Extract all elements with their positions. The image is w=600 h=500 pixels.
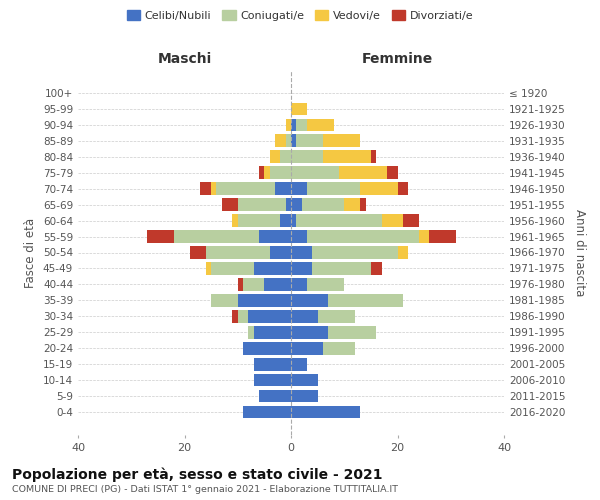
Bar	[291, 406, 360, 418]
Bar	[254, 262, 291, 274]
Bar	[323, 342, 355, 354]
Bar	[275, 182, 291, 195]
Bar	[211, 182, 217, 195]
Text: COMUNE DI PRECI (PG) - Dati ISTAT 1° gennaio 2021 - Elaborazione TUTTITALIA.IT: COMUNE DI PRECI (PG) - Dati ISTAT 1° gen…	[12, 485, 398, 494]
Bar	[222, 198, 238, 211]
Bar	[313, 246, 398, 258]
Bar	[307, 182, 360, 195]
Bar	[291, 198, 302, 211]
Bar	[291, 326, 328, 338]
Bar	[382, 214, 403, 227]
Bar	[360, 198, 365, 211]
Bar	[323, 150, 371, 163]
Bar	[419, 230, 430, 243]
Text: Maschi: Maschi	[157, 52, 212, 66]
Bar	[238, 294, 291, 306]
Bar	[302, 198, 344, 211]
Bar	[248, 326, 254, 338]
Bar	[291, 214, 296, 227]
Bar	[275, 134, 286, 147]
Bar	[371, 150, 376, 163]
Bar	[344, 198, 360, 211]
Bar	[291, 358, 307, 370]
Bar	[291, 390, 317, 402]
Bar	[387, 166, 398, 179]
Bar	[291, 166, 339, 179]
Bar	[291, 182, 307, 195]
Bar	[286, 198, 291, 211]
Bar	[238, 310, 248, 322]
Bar	[307, 118, 334, 131]
Bar	[398, 182, 408, 195]
Bar	[206, 246, 270, 258]
Bar	[430, 230, 456, 243]
Bar	[217, 182, 275, 195]
Bar	[232, 214, 238, 227]
Bar	[265, 278, 291, 290]
Bar	[323, 134, 360, 147]
Bar	[291, 262, 313, 274]
Bar	[328, 326, 376, 338]
Bar	[286, 134, 291, 147]
Bar	[328, 294, 403, 306]
Bar	[291, 278, 307, 290]
Y-axis label: Fasce di età: Fasce di età	[25, 218, 37, 288]
Bar	[291, 374, 317, 386]
Bar	[243, 406, 291, 418]
Bar	[259, 230, 291, 243]
Bar	[259, 390, 291, 402]
Bar	[200, 182, 211, 195]
Bar	[291, 230, 307, 243]
Bar	[211, 262, 254, 274]
Bar	[190, 246, 206, 258]
Bar	[265, 166, 270, 179]
Bar	[259, 166, 265, 179]
Bar	[291, 102, 307, 115]
Bar	[211, 294, 238, 306]
Text: Popolazione per età, sesso e stato civile - 2021: Popolazione per età, sesso e stato civil…	[12, 468, 383, 482]
Bar	[313, 262, 371, 274]
Bar	[238, 214, 280, 227]
Legend: Celibi/Nubili, Coniugati/e, Vedovi/e, Divorziati/e: Celibi/Nubili, Coniugati/e, Vedovi/e, Di…	[122, 6, 478, 25]
Bar	[254, 374, 291, 386]
Bar	[280, 214, 291, 227]
Y-axis label: Anni di nascita: Anni di nascita	[574, 209, 586, 296]
Bar	[280, 150, 291, 163]
Bar	[254, 326, 291, 338]
Bar	[286, 118, 291, 131]
Bar	[291, 134, 296, 147]
Bar	[296, 214, 382, 227]
Bar	[232, 310, 238, 322]
Bar	[360, 182, 398, 195]
Bar	[243, 342, 291, 354]
Bar	[174, 230, 259, 243]
Bar	[307, 278, 344, 290]
Bar	[291, 150, 323, 163]
Bar	[403, 214, 419, 227]
Bar	[296, 134, 323, 147]
Bar	[291, 310, 317, 322]
Bar	[291, 118, 296, 131]
Bar	[238, 198, 286, 211]
Bar	[238, 278, 243, 290]
Bar	[291, 246, 313, 258]
Bar	[371, 262, 382, 274]
Bar	[254, 358, 291, 370]
Bar	[291, 342, 323, 354]
Bar	[291, 294, 328, 306]
Bar	[270, 246, 291, 258]
Text: Femmine: Femmine	[362, 52, 433, 66]
Bar	[317, 310, 355, 322]
Bar	[206, 262, 211, 274]
Bar	[307, 230, 419, 243]
Bar	[147, 230, 174, 243]
Bar	[296, 118, 307, 131]
Bar	[339, 166, 387, 179]
Bar	[270, 166, 291, 179]
Bar	[248, 310, 291, 322]
Bar	[398, 246, 408, 258]
Bar	[270, 150, 280, 163]
Bar	[243, 278, 265, 290]
